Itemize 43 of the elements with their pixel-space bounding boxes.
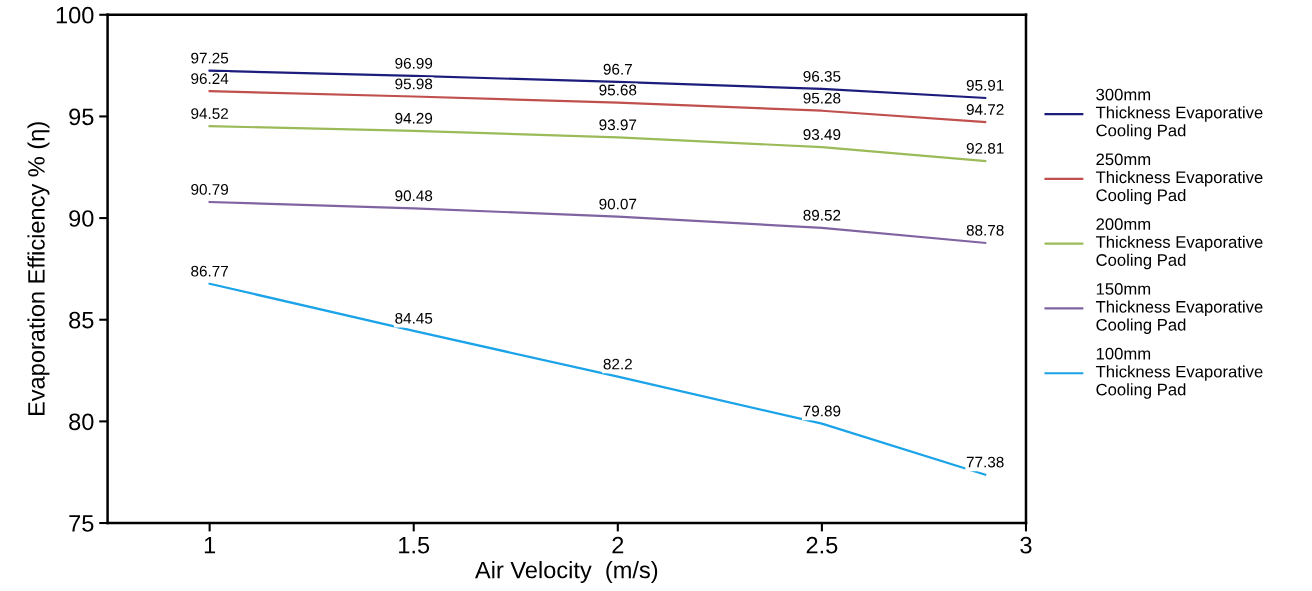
data-label: 79.89 — [803, 405, 841, 417]
data-label: 96.7 — [603, 63, 632, 75]
data-label: 96.99 — [395, 57, 433, 69]
x-tick-label: 1 — [204, 537, 216, 554]
legend-label: 250mm Thickness Evaporative Cooling Pad — [1095, 153, 1263, 205]
data-label: 97.25 — [191, 52, 229, 64]
x-axis-title: Air Velocity (m/s) — [475, 561, 658, 584]
data-label: 94.52 — [191, 108, 228, 119]
data-label: 93.49 — [803, 129, 841, 140]
y-tick-label: 85 — [69, 311, 94, 329]
y-axis-title: Evaporation Efficiency % (η) — [27, 122, 50, 416]
data-label: 92.81 — [966, 142, 1004, 154]
data-label: 89.52 — [803, 209, 841, 221]
y-tick-label: 80 — [69, 413, 94, 431]
data-label: 84.45 — [395, 312, 433, 324]
data-label: 93.97 — [599, 119, 637, 131]
legend-label: 150mm Thickness Evaporative Cooling Pad — [1095, 282, 1263, 334]
data-label: 82.2 — [603, 358, 632, 370]
y-tick-label: 100 — [56, 6, 94, 24]
data-label: 95.98 — [395, 78, 433, 90]
y-tick-label: 95 — [69, 108, 94, 126]
data-label: 90.07 — [599, 198, 637, 210]
data-label: 94.72 — [966, 104, 1004, 115]
data-label: 90.48 — [395, 190, 433, 202]
data-label: 86.77 — [191, 265, 228, 277]
data-label: 96.35 — [803, 70, 841, 82]
legend-label: 200mm Thickness Evaporative Cooling Pad — [1095, 218, 1263, 270]
data-label: 95.68 — [599, 84, 637, 96]
data-label: 95.91 — [966, 79, 1004, 91]
data-label: 95.28 — [803, 92, 841, 104]
data-label: 96.24 — [191, 73, 229, 85]
legend-label: 100mm Thickness Evaporative Cooling Pad — [1095, 347, 1263, 399]
data-label: 94.29 — [395, 112, 433, 124]
x-tick-label: 2 — [612, 536, 624, 554]
data-label: 90.79 — [191, 184, 229, 195]
legend-label: 300mm Thickness Evaporative Cooling Pad — [1095, 88, 1263, 140]
x-tick-label: 2.5 — [806, 536, 838, 554]
data-label: 88.78 — [966, 224, 1004, 236]
data-label: 77.38 — [966, 456, 1004, 468]
x-tick-label: 1.5 — [399, 537, 430, 554]
x-tick-label: 3 — [1020, 536, 1032, 554]
y-tick-label: 75 — [69, 515, 94, 532]
y-tick-label: 90 — [69, 210, 94, 227]
